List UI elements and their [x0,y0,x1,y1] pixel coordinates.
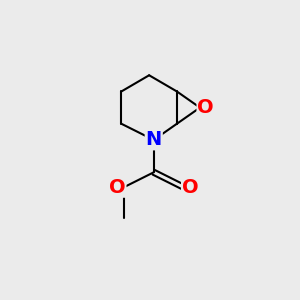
Text: O: O [109,178,126,197]
Text: O: O [197,98,214,117]
Text: O: O [182,178,199,197]
Text: N: N [146,130,162,149]
